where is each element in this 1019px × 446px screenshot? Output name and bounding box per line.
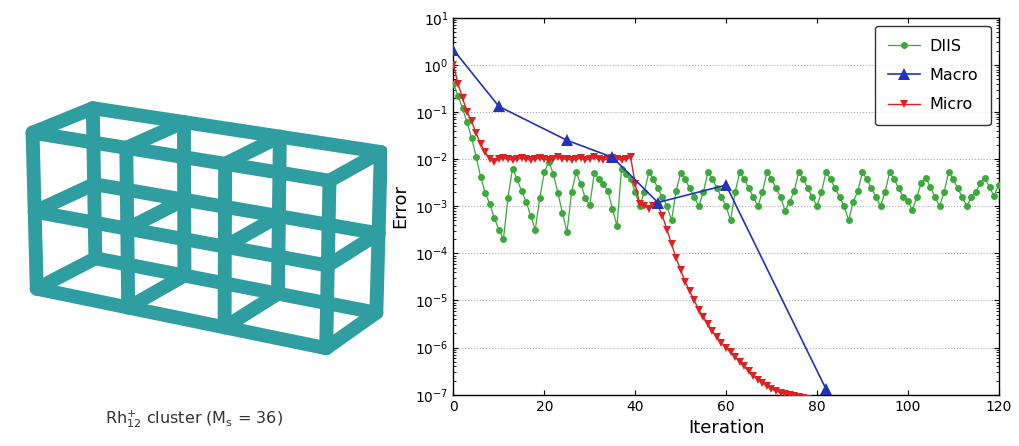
X-axis label: Iteration: Iteration: [688, 419, 764, 437]
Macro: [652, 200, 664, 205]
Macro: [493, 104, 505, 109]
Text: Rh$_{12}^{+}$ cluster (M$_\mathrm{s}$ = 36): Rh$_{12}^{+}$ cluster (M$_\mathrm{s}$ = …: [105, 409, 282, 430]
DIIS: [579, 195, 591, 200]
Macro: [820, 386, 833, 392]
Line: Micro: Micro: [449, 61, 829, 408]
Macro: [606, 155, 619, 160]
Line: Macro: Macro: [447, 44, 833, 395]
Macro: [560, 138, 573, 143]
Macro: [447, 47, 460, 53]
DIIS: [961, 203, 973, 209]
Micro: [669, 256, 682, 261]
Micro: [470, 131, 482, 136]
Legend: DIIS, Macro, Micro: DIIS, Macro, Micro: [875, 26, 990, 125]
Micro: [820, 401, 833, 407]
Micro: [715, 340, 728, 346]
Micro: [447, 62, 460, 68]
DIIS: [820, 169, 833, 175]
Macro: [719, 182, 732, 188]
Micro: [525, 157, 537, 163]
DIIS: [993, 182, 1005, 188]
Micro: [738, 364, 750, 369]
Line: DIIS: DIIS: [450, 80, 1002, 243]
DIIS: [793, 169, 805, 175]
DIIS: [497, 236, 510, 242]
DIIS: [506, 166, 519, 171]
Y-axis label: Error: Error: [391, 184, 410, 228]
Micro: [501, 157, 514, 162]
DIIS: [684, 186, 696, 191]
DIIS: [447, 81, 460, 87]
